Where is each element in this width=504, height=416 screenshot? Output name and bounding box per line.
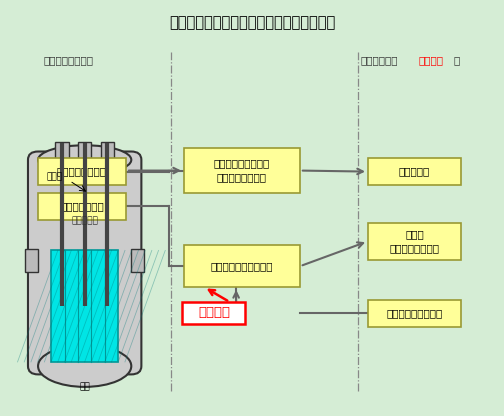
FancyBboxPatch shape	[28, 151, 141, 374]
FancyBboxPatch shape	[368, 300, 461, 327]
Text: 制御棒: 制御棒	[46, 172, 62, 181]
FancyBboxPatch shape	[182, 302, 245, 324]
Text: 伊方発電所１号機　制御棒駆動回路概略図: 伊方発電所１号機 制御棒駆動回路概略図	[169, 15, 335, 30]
Ellipse shape	[38, 145, 131, 174]
Text: 原子炉格納容器内: 原子炉格納容器内	[43, 55, 93, 65]
FancyBboxPatch shape	[368, 158, 461, 185]
FancyBboxPatch shape	[26, 248, 38, 272]
FancyBboxPatch shape	[38, 193, 126, 220]
FancyBboxPatch shape	[184, 245, 300, 287]
Text: 制御棒位置検出器: 制御棒位置検出器	[57, 166, 107, 177]
Text: 当該箇所: 当該箇所	[198, 306, 230, 319]
FancyBboxPatch shape	[38, 158, 126, 185]
FancyBboxPatch shape	[368, 223, 461, 260]
Text: ）: ）	[454, 55, 460, 65]
FancyBboxPatch shape	[101, 142, 114, 164]
Text: 制御棒位置指示装置
（信号処理回路）: 制御棒位置指示装置 （信号処理回路）	[214, 158, 270, 183]
Text: 制御棒駆動装置制御盤: 制御棒駆動装置制御盤	[211, 261, 273, 271]
FancyBboxPatch shape	[51, 250, 118, 362]
FancyBboxPatch shape	[78, 142, 91, 164]
FancyBboxPatch shape	[55, 142, 69, 164]
Text: 制御棒駆動装置: 制御棒駆動装置	[60, 201, 104, 211]
Text: 原子炉容器: 原子炉容器	[71, 217, 98, 225]
Ellipse shape	[38, 345, 131, 387]
Text: 制御棒操作スイッチ: 制御棒操作スイッチ	[387, 308, 443, 318]
Text: 位置指示計: 位置指示計	[399, 166, 430, 177]
FancyBboxPatch shape	[131, 248, 144, 272]
Text: 制御棒
ステップカウンタ: 制御棒 ステップカウンタ	[390, 229, 439, 253]
Text: 中央制御室（: 中央制御室（	[360, 55, 398, 65]
Text: 燃料: 燃料	[79, 382, 90, 391]
FancyBboxPatch shape	[184, 148, 300, 193]
Text: 警報発信: 警報発信	[418, 55, 444, 65]
